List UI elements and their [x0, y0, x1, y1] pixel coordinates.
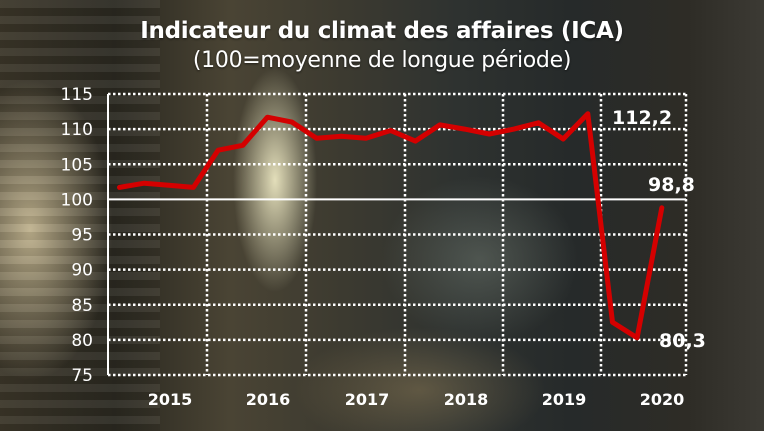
y-tick-label: 105	[61, 155, 93, 175]
x-axis-ticks: 2015 2016 2017 2018 2019 2020	[148, 390, 685, 409]
x-tick-label: 2019	[542, 390, 587, 409]
y-tick-label: 100	[61, 190, 93, 210]
y-tick-label: 90	[71, 261, 93, 281]
y-tick-label: 115	[61, 85, 93, 105]
x-tick-label: 2016	[246, 390, 291, 409]
x-tick-label: 2017	[345, 390, 390, 409]
chart-title: Indicateur du climat des affaires (ICA)	[140, 18, 624, 44]
ica-series-line	[117, 111, 665, 341]
annotation-max: 112,2	[612, 107, 672, 129]
y-axis-ticks: 115 110 105 100 95 90 85 80 75	[61, 85, 93, 386]
y-tick-label: 75	[71, 366, 93, 386]
y-tick-label: 80	[71, 331, 93, 351]
y-tick-label: 95	[71, 226, 93, 246]
chart-subtitle: (100=moyenne de longue période)	[192, 48, 572, 73]
chart-grid	[107, 92, 688, 377]
x-tick-label: 2018	[444, 390, 489, 409]
annotation-min: 80,3	[659, 330, 706, 352]
x-tick-label: 2020	[640, 390, 685, 409]
y-tick-label: 110	[61, 120, 93, 140]
annotation-last: 98,8	[648, 174, 695, 196]
y-tick-label: 85	[71, 296, 93, 316]
background-photo-texture	[0, 0, 160, 431]
x-tick-label: 2015	[148, 390, 193, 409]
